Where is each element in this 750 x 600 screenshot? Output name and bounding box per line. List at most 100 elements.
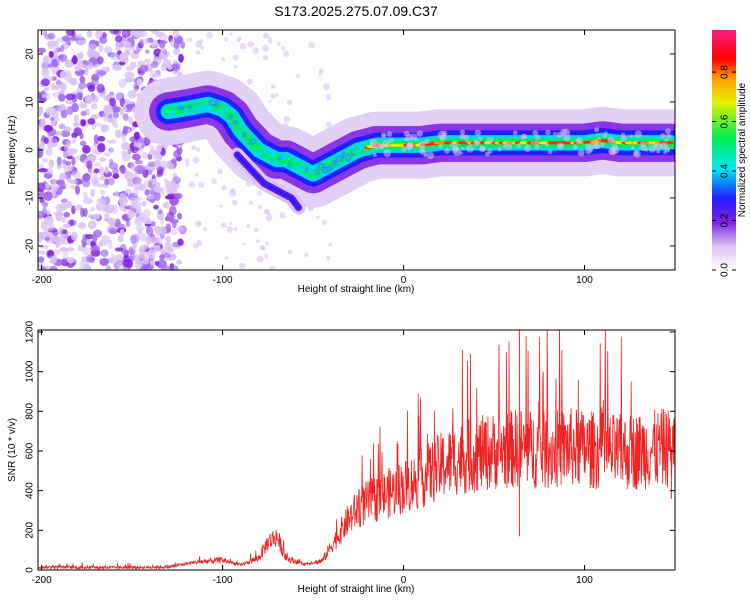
noise-blob xyxy=(119,228,125,237)
noise-blob xyxy=(118,196,128,207)
noise-blob xyxy=(135,216,142,224)
noise-blob xyxy=(176,225,184,232)
noise-blob xyxy=(99,157,107,162)
colorbar-tick-label: 0.2 xyxy=(720,213,731,227)
sparse-blob xyxy=(318,73,322,77)
noise-blob xyxy=(88,213,94,219)
ridge-halo-blob xyxy=(418,140,426,148)
noise-blob xyxy=(114,190,119,197)
noise-blob xyxy=(58,123,66,130)
noise-blob xyxy=(124,71,135,79)
noise-blob xyxy=(134,160,143,165)
noise-blob xyxy=(38,168,48,173)
ridge-halo-blob xyxy=(660,141,668,150)
y-tick-label: -10 xyxy=(25,190,36,205)
ridge-halo-blob xyxy=(547,149,553,155)
noise-blob xyxy=(93,229,103,238)
ridge-halo-blob xyxy=(373,143,380,150)
noise-blob xyxy=(144,188,150,196)
x-tick-label: 100 xyxy=(576,575,593,586)
ridge-halo-blob xyxy=(577,149,585,157)
sparse-blob xyxy=(270,93,276,99)
sparse-blob xyxy=(238,262,246,270)
noise-blob xyxy=(112,111,120,119)
sparse-blob xyxy=(256,239,260,243)
ridge-halo-blob xyxy=(535,134,541,140)
noise-blob xyxy=(177,212,183,220)
noise-blob xyxy=(99,257,109,267)
noise-blob xyxy=(153,186,163,193)
noise-blob xyxy=(176,259,183,265)
ridge-halo-blob xyxy=(644,147,649,152)
ridge-blob-core xyxy=(351,150,355,154)
ridge-halo-blob xyxy=(497,146,503,152)
noise-blob xyxy=(109,53,120,61)
noise-blob xyxy=(115,35,123,43)
ridge-blob xyxy=(232,120,239,125)
noise-blob xyxy=(141,200,147,207)
noise-blob xyxy=(98,166,105,176)
x-tick-label: -200 xyxy=(32,575,52,586)
ridge-halo-blob xyxy=(553,132,557,136)
noise-blob xyxy=(133,49,140,54)
noise-blob xyxy=(171,158,177,165)
noise-blob xyxy=(44,33,54,40)
colorbar: 0.0 0.2 0.4 0.6 0.8 Normalized spectral ampl… xyxy=(712,30,748,277)
ridge-halo-blob xyxy=(486,136,494,144)
noise-blob xyxy=(117,234,124,242)
ridge-halo-blob xyxy=(401,146,407,152)
noise-blob xyxy=(154,261,160,267)
noise-blob xyxy=(87,43,97,50)
colorbar-tick-label: 0.6 xyxy=(720,114,731,128)
noise-blob xyxy=(178,53,184,63)
sparse-blob xyxy=(232,199,238,206)
noise-blob xyxy=(93,122,103,127)
noise-blob xyxy=(169,180,177,189)
sparse-blob xyxy=(226,226,233,233)
ridge-halo-blob xyxy=(416,130,424,137)
noise-blob xyxy=(150,30,159,34)
noise-blob xyxy=(95,30,104,39)
ridge-halo-blob xyxy=(383,149,392,158)
sparse-blob xyxy=(195,50,201,55)
noise-blob xyxy=(164,242,171,250)
noise-blob xyxy=(109,30,120,35)
sparse-blob xyxy=(325,94,332,101)
noise-blob xyxy=(90,176,101,185)
sparse-blob xyxy=(252,47,259,54)
ridge-halo-blob xyxy=(640,141,646,147)
noise-blob xyxy=(79,75,86,84)
noise-blob xyxy=(103,46,113,55)
sparse-blob xyxy=(262,54,269,61)
ridge-halo-blob xyxy=(608,147,616,155)
ridge-blob-core xyxy=(310,169,314,172)
ridge-halo-blob xyxy=(382,134,386,138)
noise-blob xyxy=(127,210,135,220)
noise-blob xyxy=(173,192,183,200)
ridge-halo-blob xyxy=(524,145,532,152)
noise-blob xyxy=(62,35,71,42)
noise-blob xyxy=(43,124,53,132)
noise-blob xyxy=(48,266,58,270)
noise-blob xyxy=(171,228,178,236)
noise-blob xyxy=(71,136,77,145)
y-tick-label: 1000 xyxy=(25,360,36,383)
ridge-blob xyxy=(358,143,366,151)
ridge-halo-blob xyxy=(520,133,527,140)
sparse-blob xyxy=(265,241,269,246)
ridge-halo-blob xyxy=(664,128,672,135)
ridge-blob xyxy=(280,154,290,160)
noise-blob xyxy=(39,140,46,150)
ridge-halo-blob xyxy=(382,139,390,148)
y-tick-label: 200 xyxy=(25,522,36,539)
noise-blob xyxy=(63,149,68,159)
y-tick-label: 1200 xyxy=(25,320,36,343)
sparse-blob xyxy=(287,250,292,255)
noise-blob xyxy=(78,82,87,90)
noise-blob xyxy=(123,50,130,58)
noise-blob xyxy=(162,201,170,209)
sparse-blob xyxy=(206,32,214,39)
ridge-halo-blob xyxy=(479,145,486,152)
